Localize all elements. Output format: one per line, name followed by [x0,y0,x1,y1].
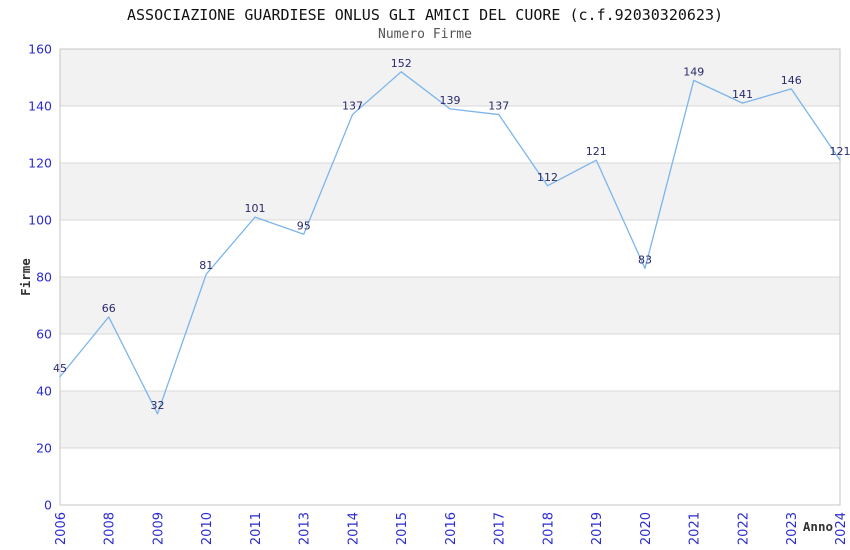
x-tick-label: 2024 [834,512,849,545]
y-tick-label: 160 [28,42,52,57]
data-label: 137 [488,100,509,113]
x-tick-label: 2023 [785,512,800,545]
y-axis-title: Firme [18,258,33,296]
data-label: 66 [102,302,116,315]
data-label: 121 [830,145,850,158]
x-tick-label: 2017 [493,512,508,545]
data-label: 95 [297,219,311,232]
x-tick-label: 2014 [346,512,361,545]
data-label: 152 [391,57,412,70]
y-tick-label: 140 [28,99,52,114]
data-label: 146 [781,74,802,87]
y-tick-label: 100 [28,213,52,228]
data-label: 81 [199,259,213,272]
x-tick-label: 2015 [395,512,410,545]
data-label: 32 [151,399,165,412]
y-tick-label: 60 [36,327,52,342]
plot-band [60,163,840,220]
x-tick-label: 2011 [249,512,264,545]
y-tick-label: 20 [36,441,52,456]
y-tick-label: 120 [28,156,52,171]
x-tick-label: 2009 [151,512,166,545]
x-tick-label: 2021 [688,512,703,545]
data-label: 141 [732,88,753,101]
x-tick-label: 2016 [444,512,459,545]
y-tick-label: 40 [36,384,52,399]
data-label: 112 [537,171,558,184]
plot-band [60,49,840,106]
x-tick-label: 2008 [103,512,118,545]
x-tick-label: 2018 [541,512,556,545]
x-tick-label: 2019 [590,512,605,545]
chart-subtitle: Numero Firme [378,27,472,42]
y-tick-label: 0 [44,498,52,513]
data-label: 101 [245,202,266,215]
plot-band [60,391,840,448]
series-line [59,71,841,415]
x-tick-label: 2020 [639,512,654,545]
x-tick-label: 2010 [200,512,215,545]
x-tick-label: 2006 [54,512,69,545]
data-label: 137 [342,100,363,113]
chart-title: ASSOCIAZIONE GUARDIESE ONLUS GLI AMICI D… [126,6,724,24]
data-label: 149 [683,65,704,78]
data-label: 121 [586,145,607,158]
plot-band [60,277,840,334]
data-label: 139 [440,94,461,107]
y-tick-label: 80 [36,270,52,285]
x-tick-label: 2022 [736,512,751,545]
data-label: 45 [53,362,67,375]
x-axis-title: Anno [803,519,833,534]
plot-border [59,48,841,506]
x-tick-label: 2013 [298,512,313,545]
data-label: 83 [638,253,652,266]
